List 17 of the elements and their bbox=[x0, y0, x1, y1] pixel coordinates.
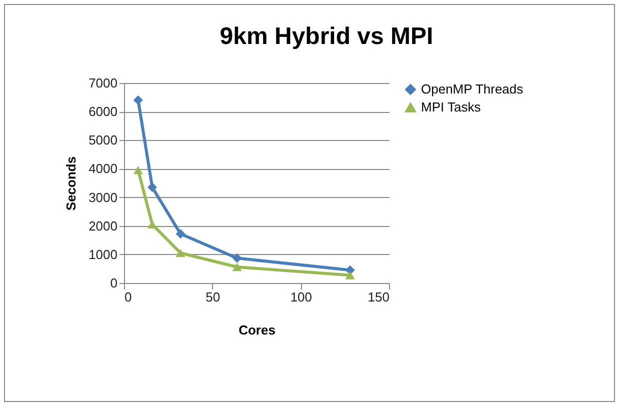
x-tick-label: 150 bbox=[368, 290, 390, 304]
x-tick-label: 50 bbox=[206, 290, 220, 304]
y-tick-label: 2000 bbox=[88, 218, 118, 234]
x-tick-label: 0 bbox=[124, 290, 132, 304]
y-tick-label: 6000 bbox=[88, 104, 118, 120]
y-tick-label: 4000 bbox=[88, 161, 118, 176]
legend-label: MPI Tasks bbox=[421, 100, 482, 114]
y-tick-label: 3000 bbox=[88, 190, 118, 205]
y-tick-label: 1000 bbox=[88, 246, 118, 262]
y-axis-title: Seconds bbox=[64, 156, 79, 211]
chart-title: 9km Hybrid vs MPI bbox=[220, 23, 434, 50]
y-tick-label: 7000 bbox=[88, 76, 118, 90]
y-tick-label: 5000 bbox=[88, 132, 118, 148]
x-tick-label: 100 bbox=[290, 290, 312, 304]
y-tick-label: 0 bbox=[110, 276, 118, 290]
legend-label: OpenMP Threads bbox=[421, 82, 524, 96]
x-axis-title: Cores bbox=[238, 322, 276, 338]
